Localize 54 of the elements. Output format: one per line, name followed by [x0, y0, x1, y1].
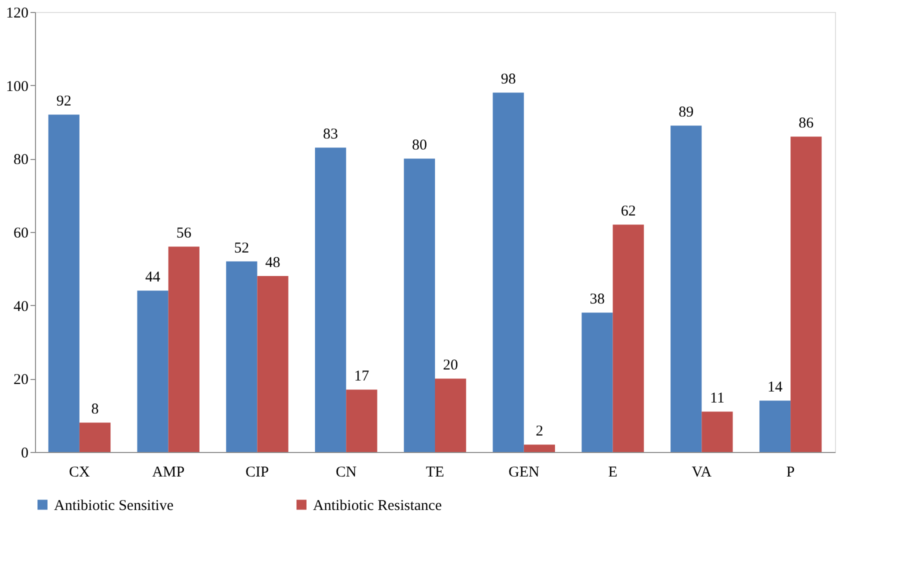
y-tick-label: 20 — [14, 372, 28, 388]
x-tick-label: CX — [69, 464, 90, 480]
data-label: 83 — [323, 126, 338, 143]
data-label: 17 — [354, 368, 370, 385]
bar — [137, 290, 168, 452]
y-tick-label: 80 — [14, 152, 28, 168]
bar — [168, 246, 200, 452]
bar — [79, 422, 111, 452]
data-label: 89 — [678, 104, 694, 121]
x-tick-label: CN — [336, 464, 357, 480]
bar — [48, 114, 80, 452]
x-tick-label: TE — [426, 464, 444, 480]
data-label: 92 — [56, 94, 72, 110]
y-tick-label: 100 — [6, 78, 28, 95]
x-tick-label: AMP — [152, 464, 185, 480]
x-tick-label: CIP — [246, 464, 269, 480]
data-label: 56 — [176, 226, 192, 242]
bar — [257, 276, 288, 452]
bar — [226, 261, 258, 452]
x-tick-label: P — [786, 464, 795, 480]
bar — [492, 92, 524, 452]
x-tick-label: VA — [692, 464, 712, 480]
data-label: 2 — [536, 424, 544, 440]
data-label: 98 — [500, 72, 516, 88]
data-label: 48 — [265, 255, 280, 271]
bar — [790, 136, 822, 452]
y-tick-label: 120 — [6, 6, 28, 22]
data-label: 44 — [145, 270, 161, 286]
data-label: 52 — [234, 240, 250, 256]
data-label: 38 — [590, 292, 605, 308]
data-label: 11 — [710, 390, 724, 407]
data-label: 20 — [443, 358, 458, 374]
bar — [582, 312, 613, 452]
legend-label: Antibiotic Sensitive — [54, 498, 174, 514]
bar — [404, 158, 435, 452]
data-label: 62 — [620, 204, 636, 220]
bar — [702, 412, 733, 452]
y-tick-label: 60 — [14, 226, 28, 242]
data-label: 8 — [91, 402, 99, 418]
bar — [346, 390, 378, 452]
bar — [759, 400, 791, 452]
bar — [315, 148, 346, 452]
data-label: 14 — [768, 380, 783, 396]
y-tick-label: 40 — [14, 298, 28, 315]
data-label: 86 — [798, 116, 814, 132]
x-tick-label: GEN — [508, 464, 540, 480]
y-tick-label: 0 — [21, 446, 28, 462]
bar — [612, 224, 644, 452]
bar — [670, 126, 702, 452]
bar — [524, 444, 555, 452]
bar — [435, 378, 466, 452]
legend-label: Antibiotic Resistance — [313, 498, 442, 514]
x-tick-label: E — [608, 464, 618, 480]
data-label: 80 — [412, 138, 427, 154]
